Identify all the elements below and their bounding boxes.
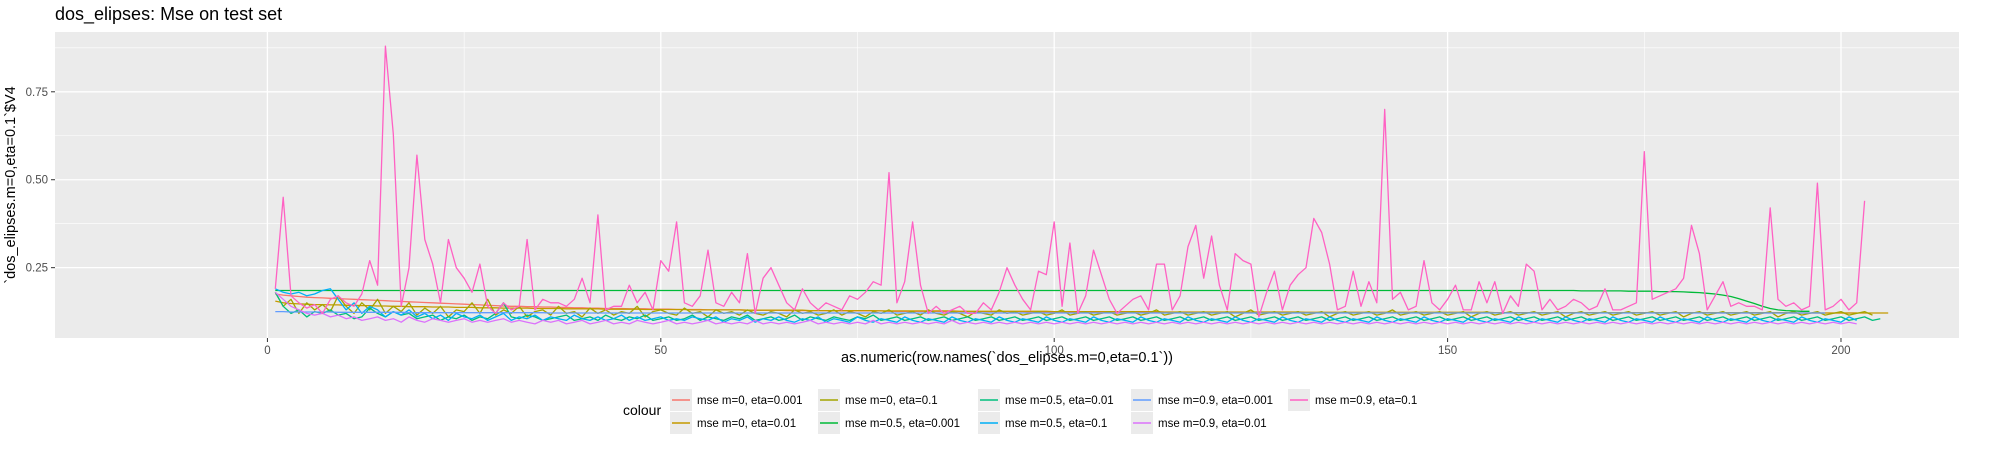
x-tick-label: 150 [1438,345,1457,357]
x-axis-title: as.numeric(row.names(`dos_elipses.m=0,et… [841,350,1173,366]
series-line-8 [274,291,1857,325]
series-line-9 [274,45,1866,318]
y-tick-label: 0.50 [26,175,48,187]
legend-label: mse m=0.9, eta=0.1 [1315,395,1417,407]
legend: colour mse m=0, eta=0.001 mse m=0, eta=0.… [623,389,1417,434]
legend-label: mse m=0, eta=0.1 [845,395,938,407]
x-axis: 0 50 100 150 200 [264,338,1851,357]
y-tick-label: 0.25 [26,263,48,275]
legend-label: mse m=0.5, eta=0.01 [1005,395,1114,407]
legend-label: mse m=0.5, eta=0.001 [845,418,960,430]
y-tick-label: 0.75 [26,87,48,99]
plot-panel [55,32,1959,338]
series-line-7 [275,310,1826,314]
legend-label: mse m=0, eta=0.001 [697,395,802,407]
x-tick-label: 0 [264,345,270,357]
legend-title: colour [623,402,661,418]
series-line-3 [274,291,1873,318]
series-line-6 [275,288,1857,323]
y-axis-title: `dos_elipses.m=0,eta=0.1`$V4 [3,86,19,284]
x-tick-label: 100 [1045,345,1064,357]
series-lines [274,45,1889,325]
minor-gridlines [55,32,1959,338]
chart-title: dos_elipses: Mse on test set [55,4,282,25]
legend-label: mse m=0, eta=0.01 [697,418,796,430]
x-tick-label: 200 [1831,345,1850,357]
legend-label: mse m=0.9, eta=0.01 [1158,418,1267,430]
series-line-4 [275,289,1810,312]
legend-label: mse m=0.9, eta=0.001 [1158,395,1273,407]
x-tick-label: 50 [654,345,667,357]
y-axis: 0.25 0.50 0.75 [26,87,55,275]
legend-label: mse m=0.5, eta=0.1 [1005,418,1107,430]
